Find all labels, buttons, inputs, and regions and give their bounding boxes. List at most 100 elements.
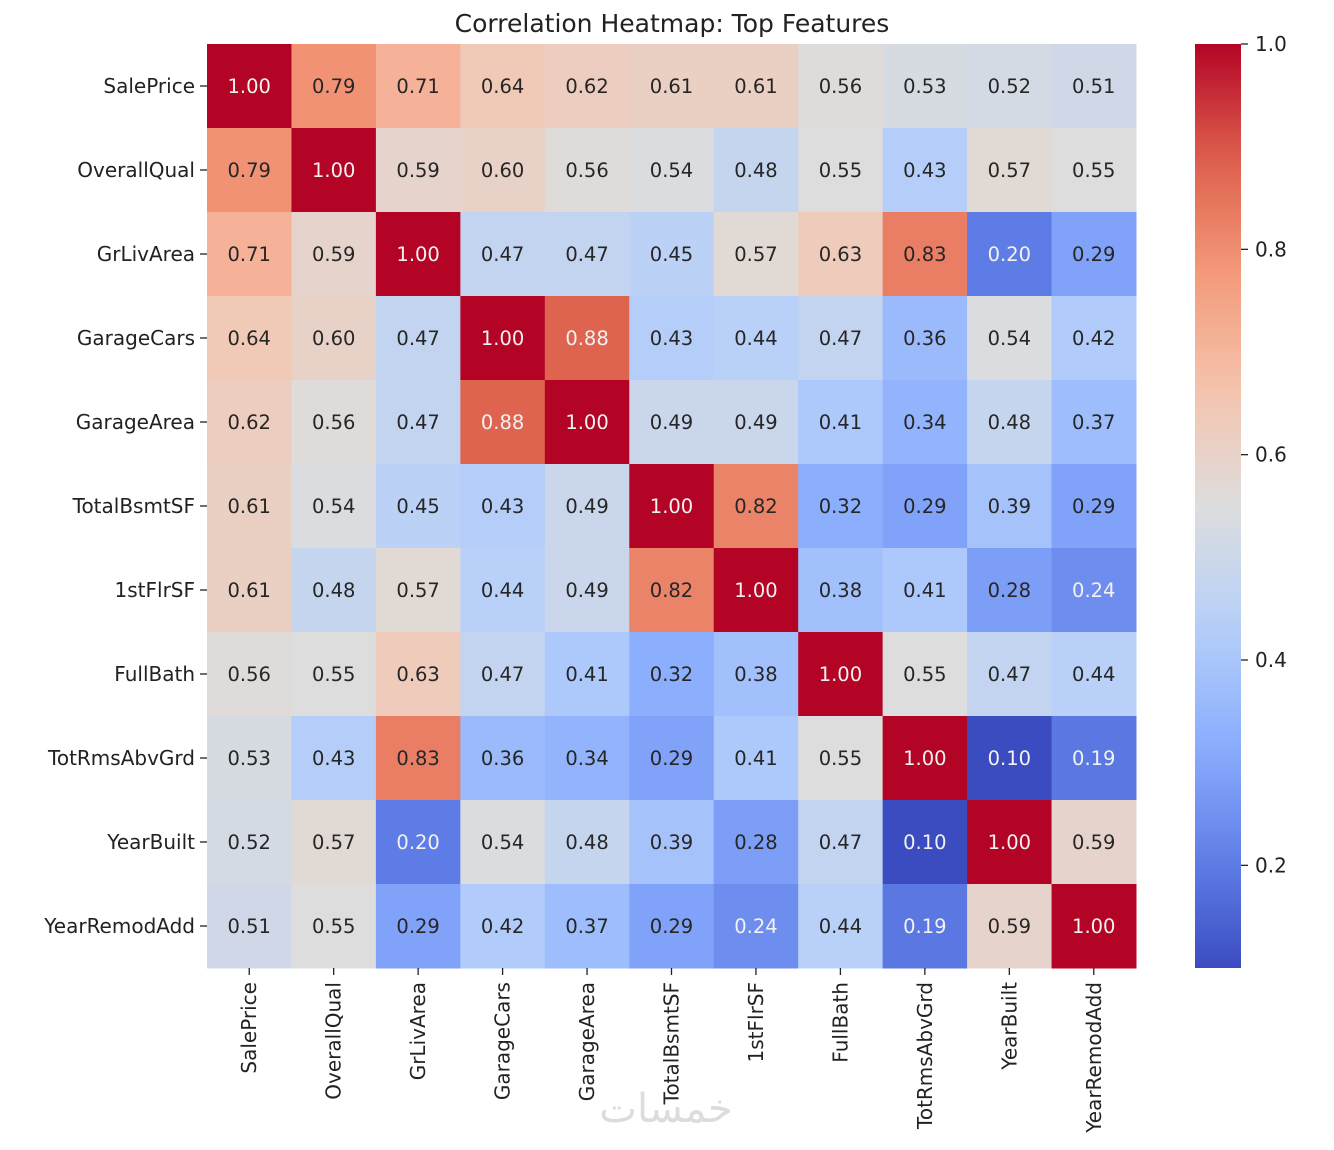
cell-value-label: 0.53: [903, 75, 946, 98]
chart-title: Correlation Heatmap: Top Features: [455, 9, 890, 38]
heatmap-cell: [291, 296, 377, 381]
cell-value-label: 0.55: [312, 663, 355, 686]
x-tick-label: GarageCars: [491, 982, 515, 1100]
heatmap-cell: [629, 128, 715, 213]
heatmap-cell: [460, 380, 546, 465]
heatmap-cell: [207, 212, 292, 297]
heatmap-cell: [1051, 44, 1137, 129]
cell-value-label: 0.47: [396, 327, 439, 350]
cell-value-label: 0.83: [903, 243, 946, 266]
cell-value-label: 0.48: [734, 159, 777, 182]
heatmap-cell: [629, 800, 715, 885]
heatmap-cell: [967, 44, 1053, 129]
cell-value-label: 0.34: [565, 747, 608, 770]
x-axis: SalePrice OverallQual GrLivArea GarageCars G…: [237, 968, 1106, 1134]
cell-value-label: 0.28: [988, 579, 1031, 602]
cell-value-label: 0.44: [1072, 663, 1115, 686]
heatmap-cell: [207, 800, 292, 885]
x-tick-label: 1stFlrSF: [744, 982, 768, 1062]
cell-value-label: 1.00: [903, 747, 946, 770]
cell-value-label: 0.29: [650, 915, 693, 938]
y-tick-label: YearBuilt: [106, 830, 195, 854]
heatmap-cell: [798, 128, 884, 213]
heatmap-cell: [207, 296, 292, 381]
heatmap-cell: [1051, 800, 1137, 885]
cell-value-label: 0.44: [734, 327, 777, 350]
heatmap-cell: [460, 632, 546, 717]
heatmap-cell: [882, 296, 968, 381]
heatmap-cell: [207, 884, 292, 969]
heatmap-cell: [207, 380, 292, 465]
cell-value-label: 0.61: [228, 579, 271, 602]
cell-value-label: 0.38: [734, 663, 777, 686]
heatmap-cell: [375, 884, 461, 969]
cell-value-label: 0.64: [228, 327, 271, 350]
y-axis: SalePrice OverallQual GrLivArea GarageCars G…: [43, 74, 207, 938]
heatmap-cell: [544, 884, 630, 969]
colorbar-gradient: [1195, 44, 1241, 968]
x-tick-label: GarageArea: [575, 982, 599, 1101]
heatmap-cell: [460, 296, 546, 381]
heatmap-cell: [967, 548, 1053, 633]
cell-value-label: 0.55: [312, 915, 355, 938]
heatmap-cell: [460, 800, 546, 885]
cell-value-label: 0.55: [819, 159, 862, 182]
cell-value-label: 0.43: [312, 747, 355, 770]
cell-value-label: 0.57: [396, 579, 439, 602]
cell-value-label: 0.45: [650, 243, 693, 266]
heatmap-cell: [967, 800, 1053, 885]
heatmap-cell: [1051, 464, 1137, 549]
cell-value-label: 0.82: [734, 495, 777, 518]
heatmap-cell: [713, 44, 799, 129]
cell-value-label: 0.48: [565, 831, 608, 854]
cell-value-label: 0.47: [819, 831, 862, 854]
heatmap-cell: [544, 800, 630, 885]
heatmap-cell: [291, 632, 377, 717]
heatmap-cell: [882, 380, 968, 465]
colorbar: 0.2 0.4 0.6 0.8 1.0: [1195, 32, 1287, 968]
heatmap-cell: [1051, 128, 1137, 213]
x-tick-label: YearBuilt: [997, 982, 1021, 1071]
heatmap-cell: [460, 44, 546, 129]
heatmap-cell: [544, 128, 630, 213]
heatmap-cell: [291, 212, 377, 297]
heatmap-cell: [544, 548, 630, 633]
heatmap-cell: [375, 296, 461, 381]
colorbar-tick-label: 0.6: [1255, 443, 1287, 467]
x-tick-label: GrLivArea: [406, 982, 430, 1080]
y-tick-label: FullBath: [114, 662, 195, 686]
cell-value-label: 0.53: [228, 747, 271, 770]
cell-value-label: 0.42: [1072, 327, 1115, 350]
cell-value-label: 0.29: [1072, 243, 1115, 266]
heatmap-cell: [375, 716, 461, 801]
cell-value-label: 0.79: [312, 75, 355, 98]
cell-value-label: 0.47: [481, 243, 524, 266]
y-tick-label: SalePrice: [103, 74, 195, 98]
heatmap-cell: [713, 296, 799, 381]
colorbar-tick-label: 0.8: [1255, 237, 1287, 261]
cell-value-label: 0.62: [228, 411, 271, 434]
cell-value-label: 0.61: [650, 75, 693, 98]
cell-value-label: 0.79: [228, 159, 271, 182]
cell-value-label: 0.56: [312, 411, 355, 434]
heatmap-cell: [291, 128, 377, 213]
cell-value-label: 0.39: [988, 495, 1031, 518]
cell-value-label: 0.47: [565, 243, 608, 266]
cell-value-label: 0.60: [481, 159, 524, 182]
cell-value-label: 0.41: [734, 747, 777, 770]
heatmap-cell: [375, 380, 461, 465]
x-tick-label: OverallQual: [322, 982, 346, 1100]
cell-value-label: 1.00: [396, 243, 439, 266]
y-tick-label: GarageCars: [77, 326, 195, 350]
cell-annotations: 1.00 0.79 0.71 0.64 0.62 0.61 0.61 0.56 0.53 0.52…: [228, 75, 1116, 938]
cell-value-label: 0.59: [988, 915, 1031, 938]
heatmap-cell: [967, 632, 1053, 717]
heatmap-cell: [544, 212, 630, 297]
y-tick-label: GarageArea: [76, 410, 195, 434]
cell-value-label: 0.49: [565, 579, 608, 602]
cell-value-label: 0.47: [819, 327, 862, 350]
heatmap-cell: [460, 548, 546, 633]
heatmap-cell: [629, 716, 715, 801]
x-tick-label: TotalBsmtSF: [660, 982, 684, 1105]
colorbar-tick-label: 1.0: [1255, 32, 1287, 56]
